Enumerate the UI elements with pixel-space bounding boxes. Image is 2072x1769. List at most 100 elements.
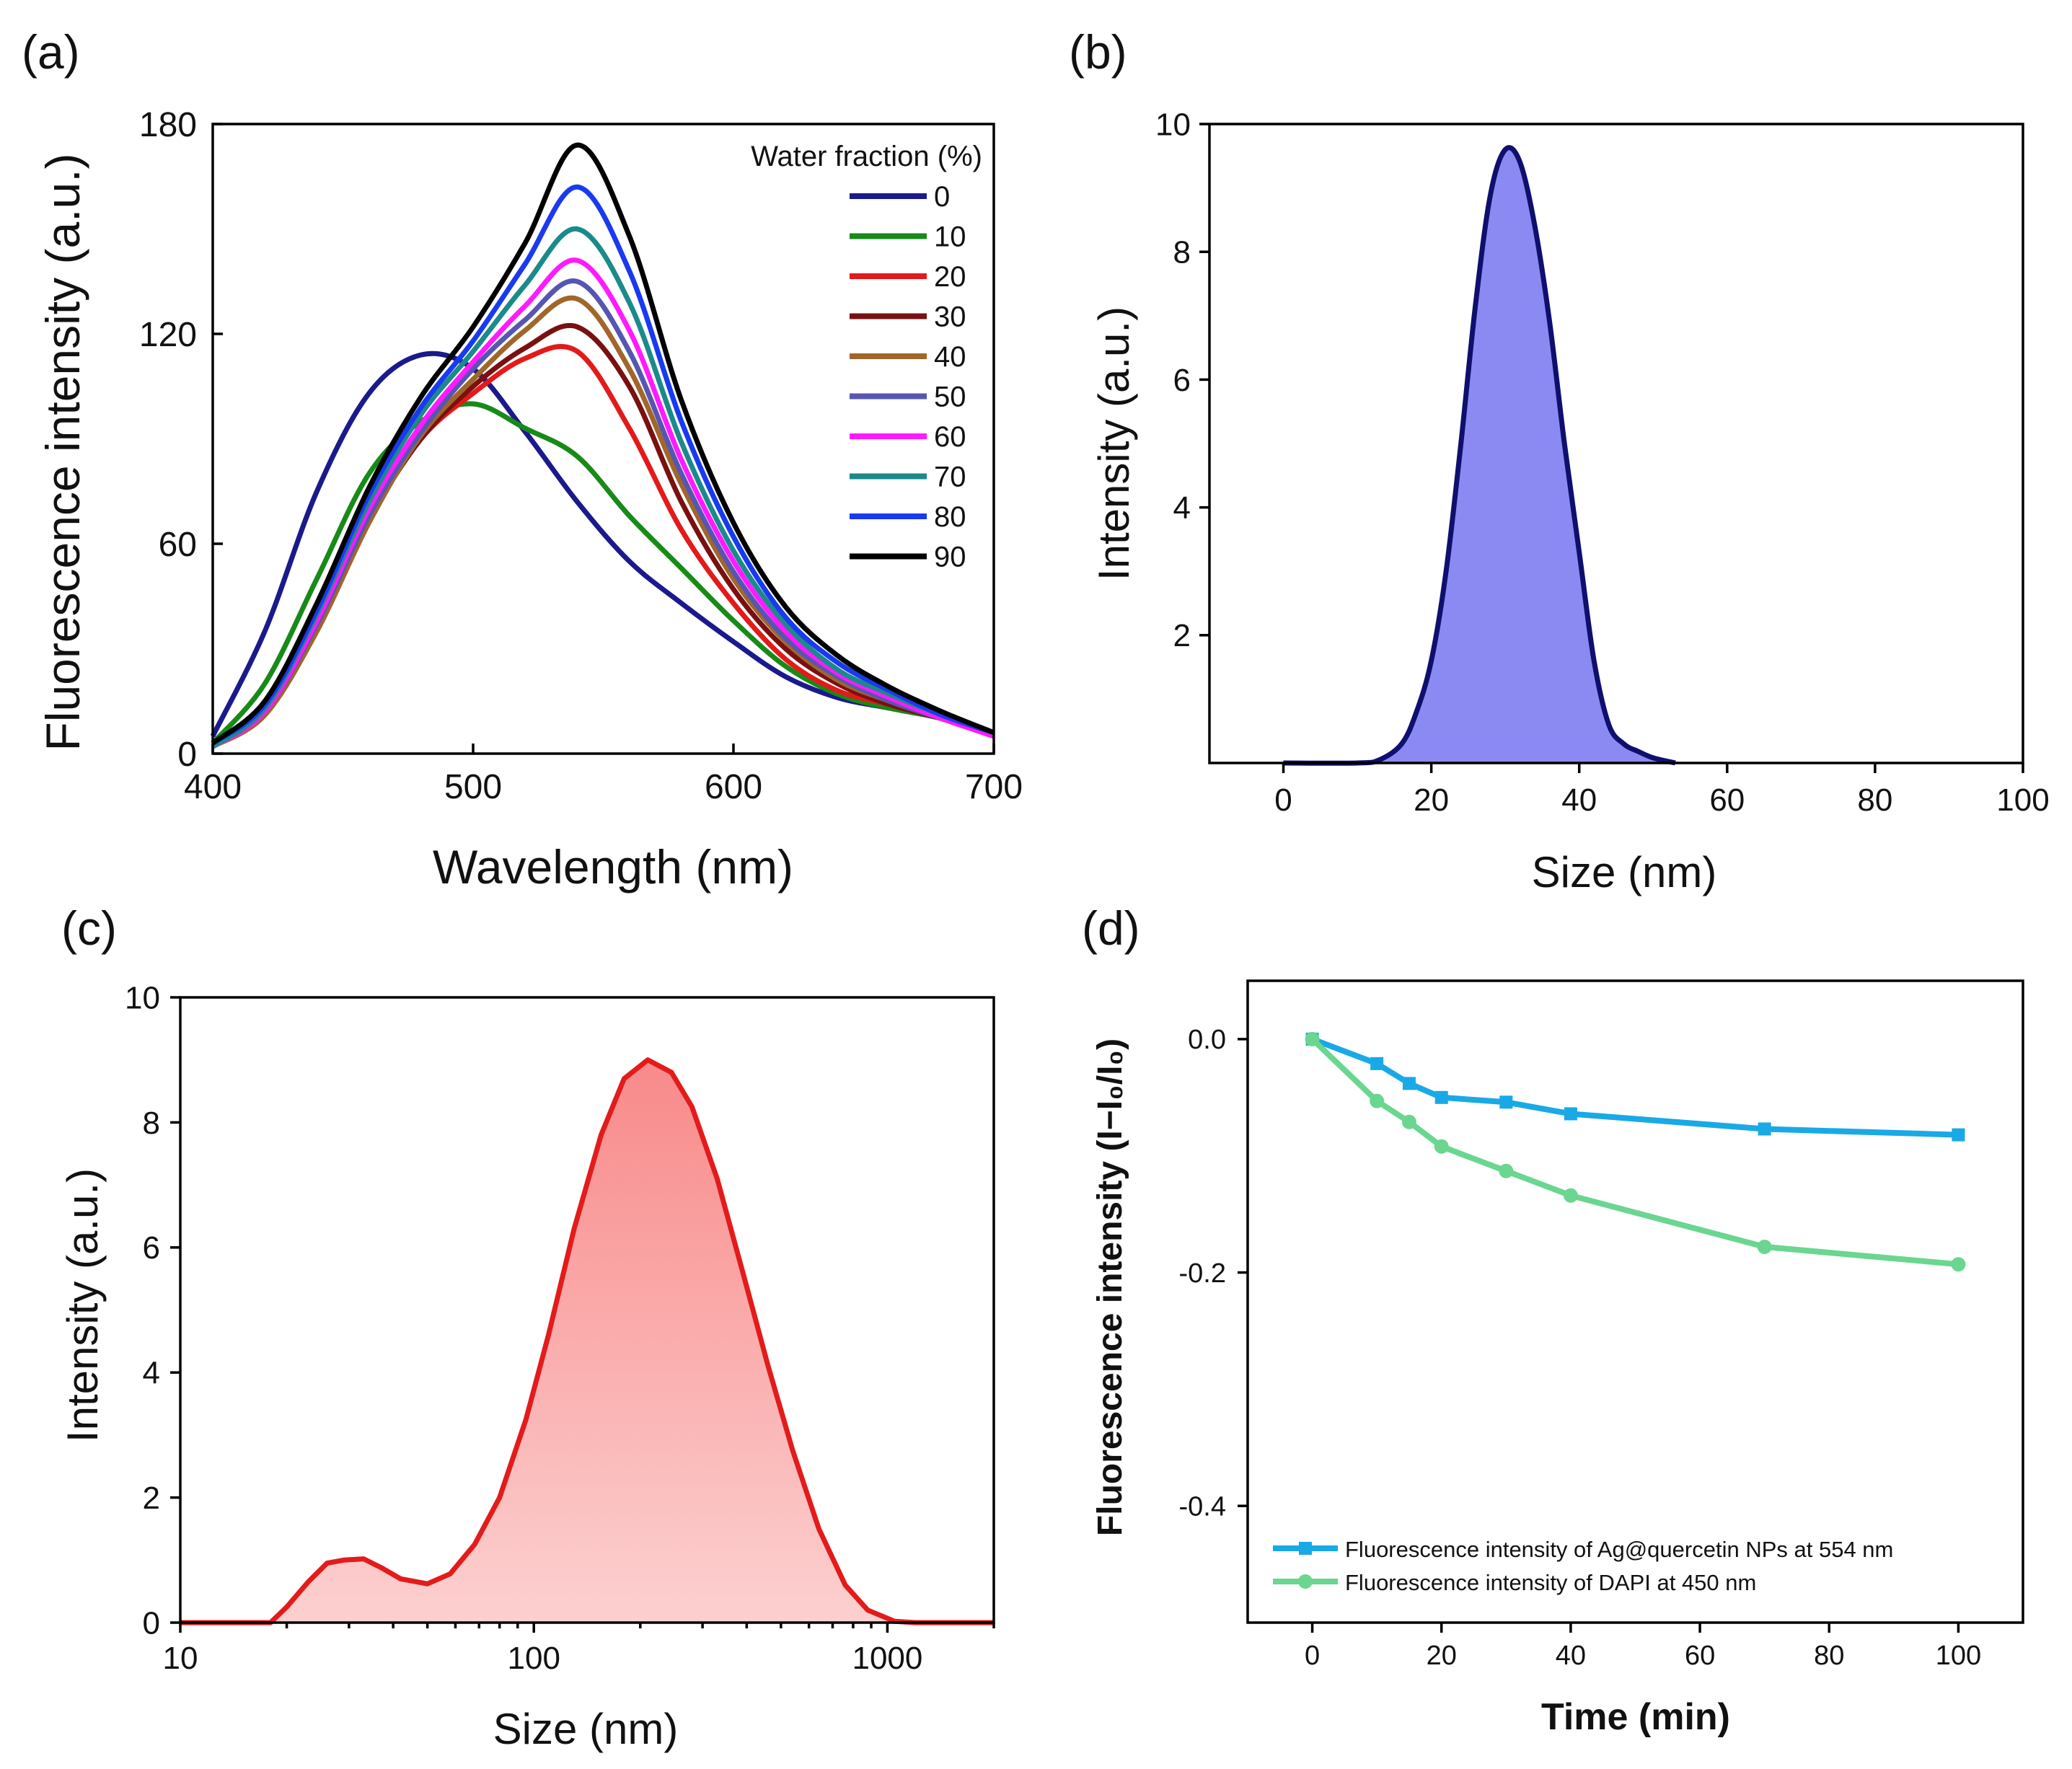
panel-a-x-tick-label: 700 — [965, 768, 1023, 806]
panel-c-axes: 10 100 1000 0 2 4 6 8 10 — [125, 980, 995, 1676]
panel-b-series — [1283, 145, 1676, 766]
panel-d-x-tick-label: 20 — [1427, 1641, 1457, 1671]
panel-d-x-tick-label: 40 — [1556, 1641, 1586, 1671]
panel-a-legend-label-50: 50 — [934, 381, 966, 413]
panel-b-axes: 0 20 40 60 80 100 2 4 6 8 10 — [1155, 107, 2050, 818]
panel-a-plot-frame — [211, 123, 995, 755]
panel-a-series-line-90 — [211, 142, 995, 746]
panel-a-legend-label-80: 80 — [934, 501, 966, 533]
panel-c-distribution-line — [180, 1057, 994, 1625]
panel-b-distribution-fill — [1283, 147, 1675, 764]
panel-c-x-tick-label: 100 — [508, 1641, 560, 1676]
panel-b-y-tick-label: 4 — [1173, 490, 1191, 526]
panel-b-x-tick-label: 60 — [1709, 782, 1745, 818]
panel-d-marker-circle — [1563, 1188, 1578, 1203]
panel-a-x-axis-label: Wavelength (nm) — [433, 840, 793, 894]
panel-a-series-line-80 — [211, 184, 995, 746]
panel-a-legend: 0 10 20 30 40 50 60 70 80 90 — [850, 181, 966, 573]
panel-d-series — [1305, 1031, 1966, 1272]
panel-c-y-axis-label: Intensity (a.u.) — [58, 1168, 107, 1442]
panel-b-y-tick-label: 6 — [1173, 363, 1191, 398]
panel-a-y-axis-label: Fluorescence intensity (a.u.) — [36, 153, 89, 751]
panel-d-marker-square — [1499, 1095, 1513, 1109]
panel-d-y-tick-label: -0.2 — [1179, 1258, 1226, 1289]
panel-label-a: (a) — [22, 25, 80, 79]
panel-c-x-tick-label: 1000 — [852, 1641, 922, 1676]
panel-b-x-tick-label: 80 — [1857, 782, 1892, 818]
panel-c-y-tick-label: 0 — [143, 1605, 160, 1641]
panel-b-x-tick-label: 20 — [1414, 782, 1449, 818]
panel-c-y-tick-label: 10 — [125, 980, 160, 1015]
panel-a-legend-title: Water fraction (%) — [751, 141, 982, 172]
panel-b-x-tick-label: 40 — [1561, 782, 1597, 818]
panel-a-legend-label-90: 90 — [934, 542, 966, 573]
panel-a-series — [210, 142, 995, 749]
panel-d-legend: Fluorescence intensity of Ag@quercetin N… — [1273, 1537, 1893, 1595]
panel-d-x-axis-label: Time (min) — [1541, 1696, 1730, 1738]
panel-a-legend-label-30: 30 — [934, 301, 966, 333]
panel-a-legend-label-40: 40 — [934, 341, 966, 373]
panel-a-legend-label-20: 20 — [934, 261, 966, 293]
panel-a-legend-label-0: 0 — [934, 181, 950, 213]
panel-d-marker-square — [1952, 1128, 1965, 1142]
panel-b-distribution-line — [1283, 145, 1676, 766]
panel-d-marker-square — [1564, 1107, 1577, 1121]
panel-c-y-tick-label: 4 — [143, 1356, 160, 1391]
panel-label-d: (d) — [1082, 901, 1140, 955]
panel-a-x-tick-label: 400 — [184, 768, 242, 806]
panel-c-series — [180, 1057, 994, 1625]
panel-d-legend-label-1: Fluorescence intensity of Ag@quercetin N… — [1345, 1537, 1893, 1562]
panel-d-marker-circle — [1370, 1093, 1385, 1108]
panel-label-c: (c) — [61, 901, 117, 955]
panel-d-plot-frame — [1246, 979, 2024, 1624]
panel-d-marker-circle — [1305, 1031, 1320, 1046]
panel-d-x-tick-label: 0 — [1305, 1641, 1320, 1671]
panel-d-x-tick-label: 60 — [1685, 1641, 1715, 1671]
panel-d-marker-square — [1370, 1056, 1384, 1070]
panel-b-x-axis-label: Size (nm) — [1532, 848, 1717, 896]
panel-a-series-line-10 — [211, 401, 995, 745]
panel-d-y-tick-label: 0.0 — [1188, 1025, 1226, 1055]
panel-d-marker-circle — [1499, 1163, 1514, 1178]
panel-c: (c) 10 100 1000 0 2 4 6 8 10 Size (nm) Intensity… — [58, 901, 995, 1753]
panel-d-marker-circle — [1757, 1239, 1772, 1254]
panel-d-marker-square — [1434, 1090, 1448, 1104]
panel-d: (d) 0 20 40 60 80 100 0.0 -0.2 -0.4 Time (min) F… — [1082, 901, 2024, 1738]
panel-c-x-axis-label: Size (nm) — [493, 1705, 679, 1753]
panel-a-y-tick-label: 120 — [139, 316, 197, 354]
panel-b-plot-frame — [1208, 123, 2024, 764]
panel-c-plot-frame — [179, 996, 995, 1624]
panel-a-x-tick-label: 600 — [705, 768, 762, 806]
panel-d-marker-circle — [1951, 1257, 1966, 1272]
panel-c-y-tick-label: 2 — [143, 1481, 160, 1516]
panel-b-y-tick-label: 10 — [1155, 107, 1191, 142]
panel-a-y-tick-label: 0 — [177, 736, 197, 774]
panel-a-legend-label-10: 10 — [934, 221, 966, 253]
panel-d-series-line-2 — [1310, 1037, 1959, 1268]
panel-c-y-tick-label: 8 — [143, 1106, 160, 1141]
panel-d-marker-square — [1402, 1077, 1416, 1090]
panel-a-series-line-60 — [211, 257, 995, 749]
panel-b: (b) 0 20 40 60 80 100 2 4 6 8 10 Size (nm) Intensi… — [1069, 25, 2050, 896]
panel-a-legend-label-60: 60 — [934, 421, 966, 453]
panel-b-y-tick-label: 2 — [1173, 618, 1191, 653]
panel-c-y-tick-label: 6 — [143, 1230, 160, 1266]
panel-c-x-tick-label: 10 — [163, 1641, 198, 1676]
panel-d-y-axis-label: Fluorescence intensity (I−I₀/I₀) — [1091, 1038, 1129, 1536]
panel-label-b: (b) — [1069, 25, 1127, 79]
panel-a-legend-label-70: 70 — [934, 462, 966, 493]
panel-d-legend-marker — [1298, 1574, 1313, 1589]
panel-d-legend-marker — [1299, 1542, 1312, 1555]
panel-b-y-axis-label: Intensity (a.u.) — [1090, 306, 1138, 581]
panel-d-axes: 0 20 40 60 80 100 0.0 -0.2 -0.4 — [1179, 979, 2024, 1671]
panel-a-series-line-0 — [210, 350, 995, 739]
panel-d-marker-circle — [1434, 1139, 1449, 1154]
panel-a-y-tick-label: 180 — [139, 106, 197, 144]
panel-c-distribution-fill — [180, 1059, 994, 1623]
panel-d-y-tick-label: -0.4 — [1179, 1491, 1226, 1522]
panel-d-x-tick-label: 80 — [1814, 1641, 1844, 1671]
panel-d-marker-square — [1758, 1122, 1771, 1136]
